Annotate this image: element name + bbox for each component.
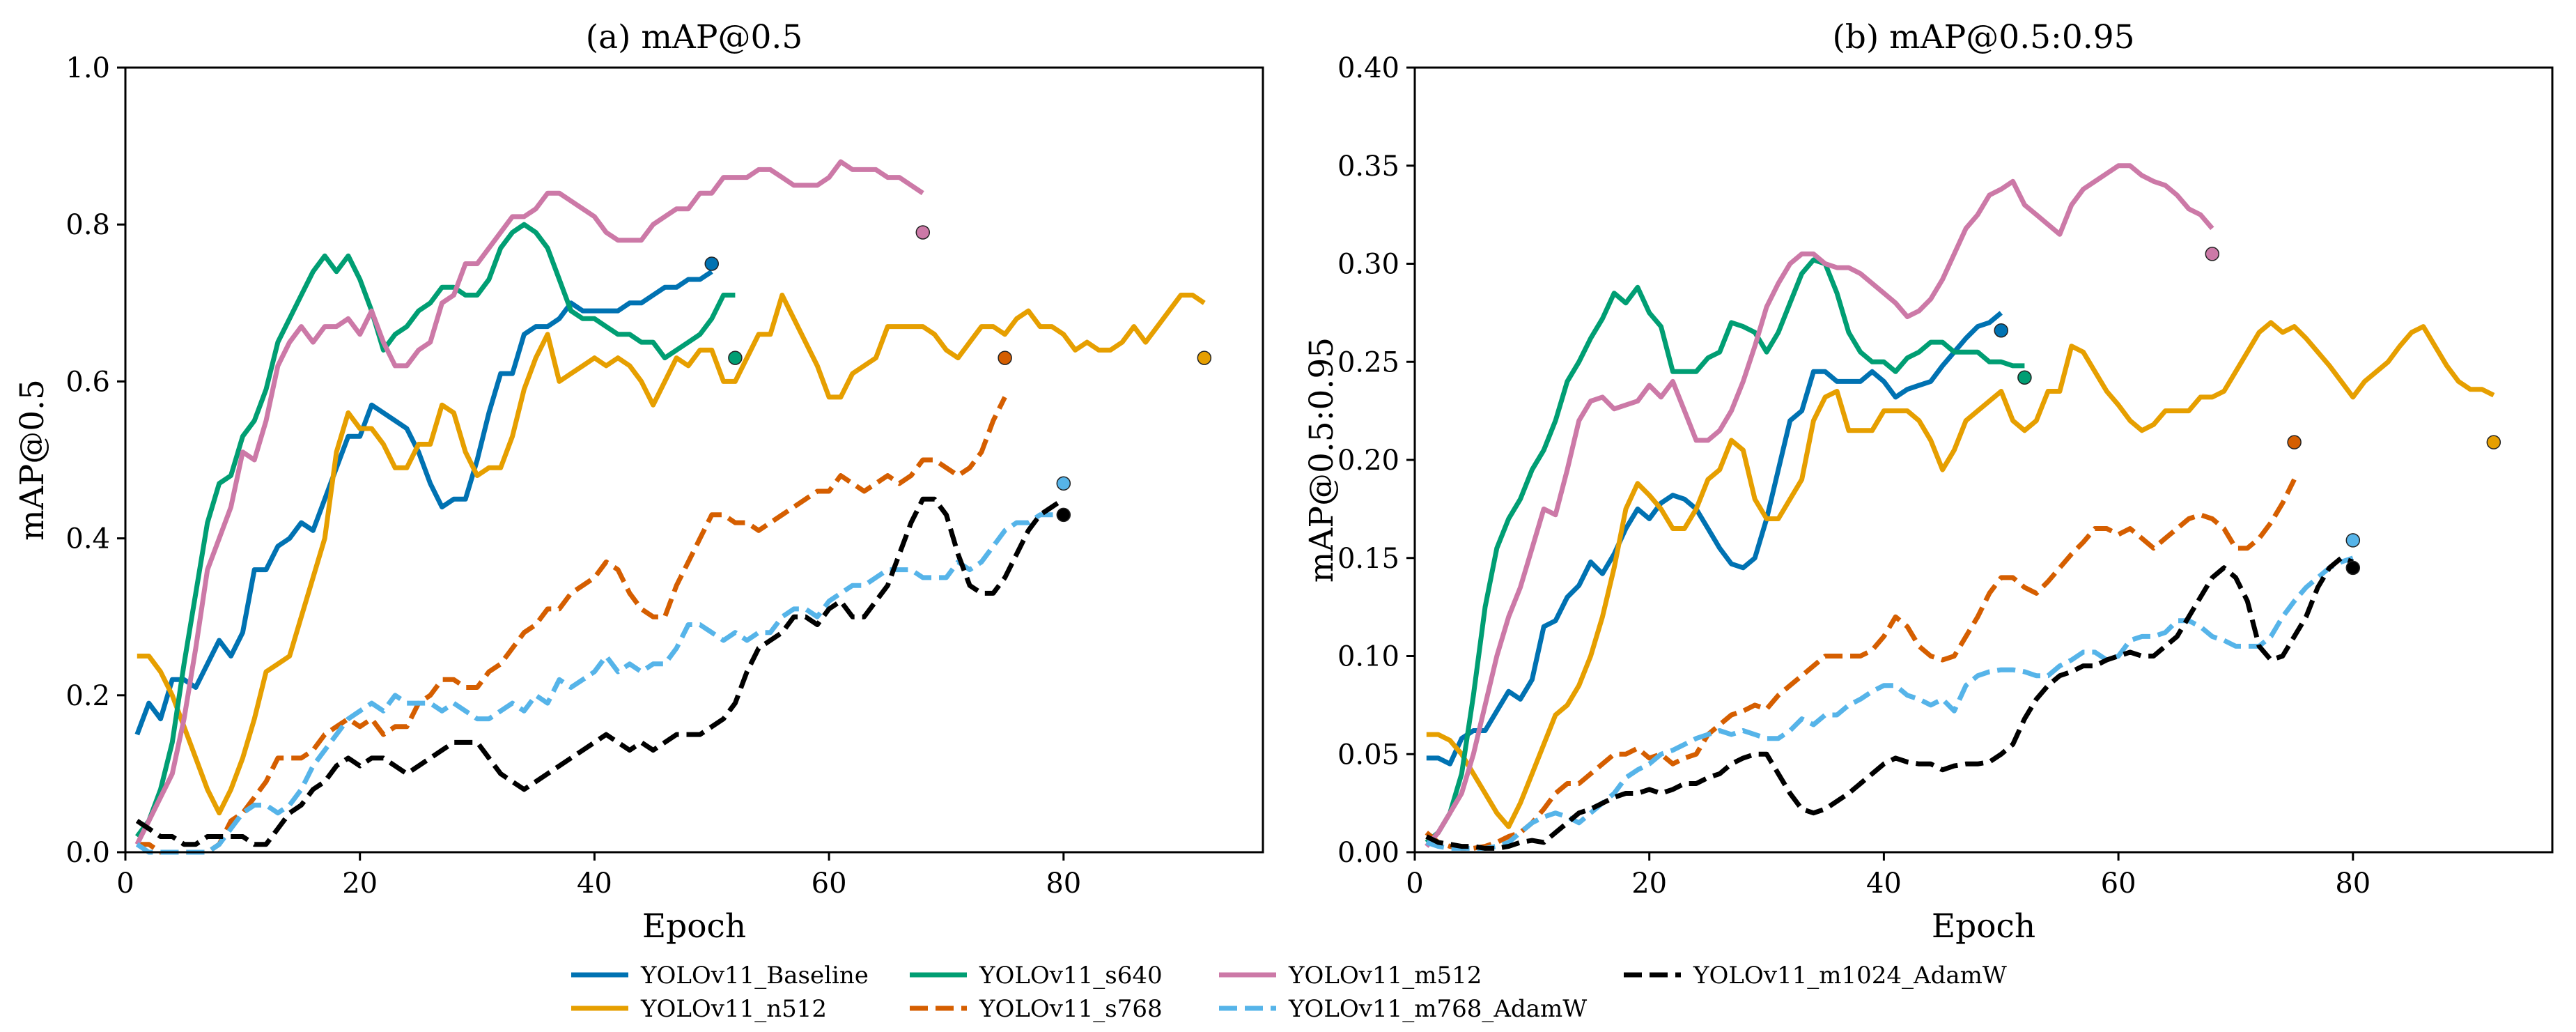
panel-b-y-tick-label: 0.00 <box>1337 837 1399 869</box>
panel-a-line-yolov11-m1024-adamw <box>135 496 1065 847</box>
panel-b-y-tick-label: 0.35 <box>1337 151 1399 183</box>
panel-a-x-tick-label: 20 <box>342 868 378 900</box>
panel-b-line-yolov11-m1024-adamw <box>1425 555 2354 851</box>
panel-a-end-marker-yolov11-m768-adamw <box>1056 476 1071 491</box>
panel-b-title: (b) mAP@0.5:0.95 <box>1832 18 2134 56</box>
panel-b-end-marker-yolov11-s768 <box>2287 435 2302 449</box>
legend-label-yolov11-baseline: YOLOv11_Baseline <box>640 962 869 989</box>
panel-b-y-tick-label: 0.20 <box>1337 445 1399 477</box>
panel-a-y-tick-label: 0.8 <box>65 209 110 241</box>
panel-a-y-axis-label: mAP@0.5 <box>13 379 52 541</box>
panel-b-line-yolov11-baseline <box>1426 311 2003 767</box>
panel-a-end-marker-yolov11-n512 <box>1197 351 1212 365</box>
legend-label-yolov11-m1024-adamw: YOLOv11_m1024_AdamW <box>1693 962 2007 989</box>
legend-label-yolov11-m512: YOLOv11_m512 <box>1288 962 1482 989</box>
panel-a-end-marker-yolov11-m512 <box>915 225 931 240</box>
panel-b-end-marker-yolov11-s640 <box>2017 370 2032 385</box>
panel-a: (a) mAP@0.5 Epoch mAP@0.5 0 20 40 60 80 0.0 0.… <box>13 18 1264 946</box>
panel-a-y-tick-label: 1.0 <box>65 52 110 84</box>
panel-a-x-tick-label: 40 <box>577 868 612 900</box>
panel-b-x-tick-label: 80 <box>2335 868 2371 900</box>
panel-b-y-tick-label: 0.15 <box>1337 543 1399 575</box>
panel-a-x-axis-label: Epoch <box>642 907 746 946</box>
panel-a-line-yolov11-s768 <box>137 396 1007 855</box>
legend-label-yolov11-n512: YOLOv11_n512 <box>640 995 827 1023</box>
panel-a-line-yolov11-m512 <box>134 159 924 846</box>
panel-a-y-tick-label: 0.0 <box>65 837 110 869</box>
panel-a-end-marker-yolov11-s768 <box>998 351 1012 365</box>
legend-label-yolov11-m768-adamw: YOLOv11_m768_AdamW <box>1288 995 1587 1023</box>
panel-b-y-tick-label: 0.05 <box>1337 739 1399 771</box>
panel-b-line-yolov11-s768 <box>1425 478 2297 851</box>
panel-b-end-marker-yolov11-m512 <box>2205 247 2220 261</box>
panel-b-y-tick-label: 0.10 <box>1337 641 1399 673</box>
panel-b-y-tick-label: 0.30 <box>1337 249 1399 281</box>
legend-label-yolov11-s640: YOLOv11_s640 <box>979 962 1163 989</box>
panel-a-axes-frame <box>124 66 1264 854</box>
panel-b: (b) mAP@0.5:0.95 Epoch mAP@0.5:0.95 0 20 4… <box>1303 18 2554 946</box>
panel-b-line-yolov11-m512 <box>1425 163 2214 848</box>
panel-b-y-tick-label: 0.25 <box>1337 346 1399 378</box>
panel-a-line-yolov11-baseline <box>134 269 713 736</box>
panel-b-end-marker-yolov11-m1024-adamw <box>2345 560 2361 576</box>
legend: YOLOv11_Baseline YOLOv11_n512 YOLOv11_s640… <box>571 962 2007 1023</box>
panel-a-line-yolov11-n512 <box>137 293 1206 816</box>
panel-a-x-tick-label: 0 <box>116 868 134 900</box>
panel-a-y-tick-label: 0.6 <box>65 366 110 398</box>
panel-b-end-marker-yolov11-n512 <box>2486 435 2501 449</box>
panel-b-y-tick-label: 0.40 <box>1337 52 1399 84</box>
panel-a-line-yolov11-s640 <box>135 222 736 838</box>
panel-a-x-tick-label: 60 <box>812 868 847 900</box>
panel-b-line-yolov11-n512 <box>1426 320 2495 829</box>
panel-a-title: (a) mAP@0.5 <box>586 18 803 56</box>
panel-b-ticks: 0 20 40 60 80 0.00 0.05 0.10 0.15 0.20 0.25 0.30 0.3… <box>1337 52 2371 900</box>
panel-a-end-marker-yolov11-s640 <box>728 351 743 365</box>
panel-b-y-axis-label: mAP@0.5:0.95 <box>1303 337 1341 583</box>
panel-b-line-yolov11-s640 <box>1425 257 2025 845</box>
panel-b-x-tick-label: 40 <box>1866 868 1902 900</box>
panel-a-end-marker-yolov11-baseline <box>704 256 720 271</box>
panel-b-axes-frame <box>1413 66 2554 854</box>
panel-a-end-marker-yolov11-m1024-adamw <box>1056 507 1071 523</box>
panel-a-x-tick-label: 80 <box>1046 868 1081 900</box>
panel-b-end-marker-yolov11-baseline <box>1994 323 2009 338</box>
panel-b-x-tick-label: 0 <box>1406 868 1423 900</box>
panel-b-line-yolov11-m768-adamw <box>1425 555 2354 851</box>
panel-a-ticks: 0 20 40 60 80 0.0 0.2 0.4 0.6 0.8 1.0 <box>65 52 1081 900</box>
panel-b-x-axis-label: Epoch <box>1932 907 2035 946</box>
panel-a-plot-area <box>134 159 1212 855</box>
panel-a-y-tick-label: 0.4 <box>65 523 110 555</box>
legend-label-yolov11-s768: YOLOv11_s768 <box>979 995 1163 1023</box>
panel-b-x-tick-label: 20 <box>1631 868 1667 900</box>
panel-a-y-tick-label: 0.2 <box>65 680 110 712</box>
panel-b-end-marker-yolov11-m768-adamw <box>2345 533 2361 548</box>
panel-a-line-yolov11-m768-adamw <box>135 512 1064 855</box>
panel-b-x-tick-label: 60 <box>2101 868 2136 900</box>
panel-b-plot-area <box>1425 163 2501 851</box>
